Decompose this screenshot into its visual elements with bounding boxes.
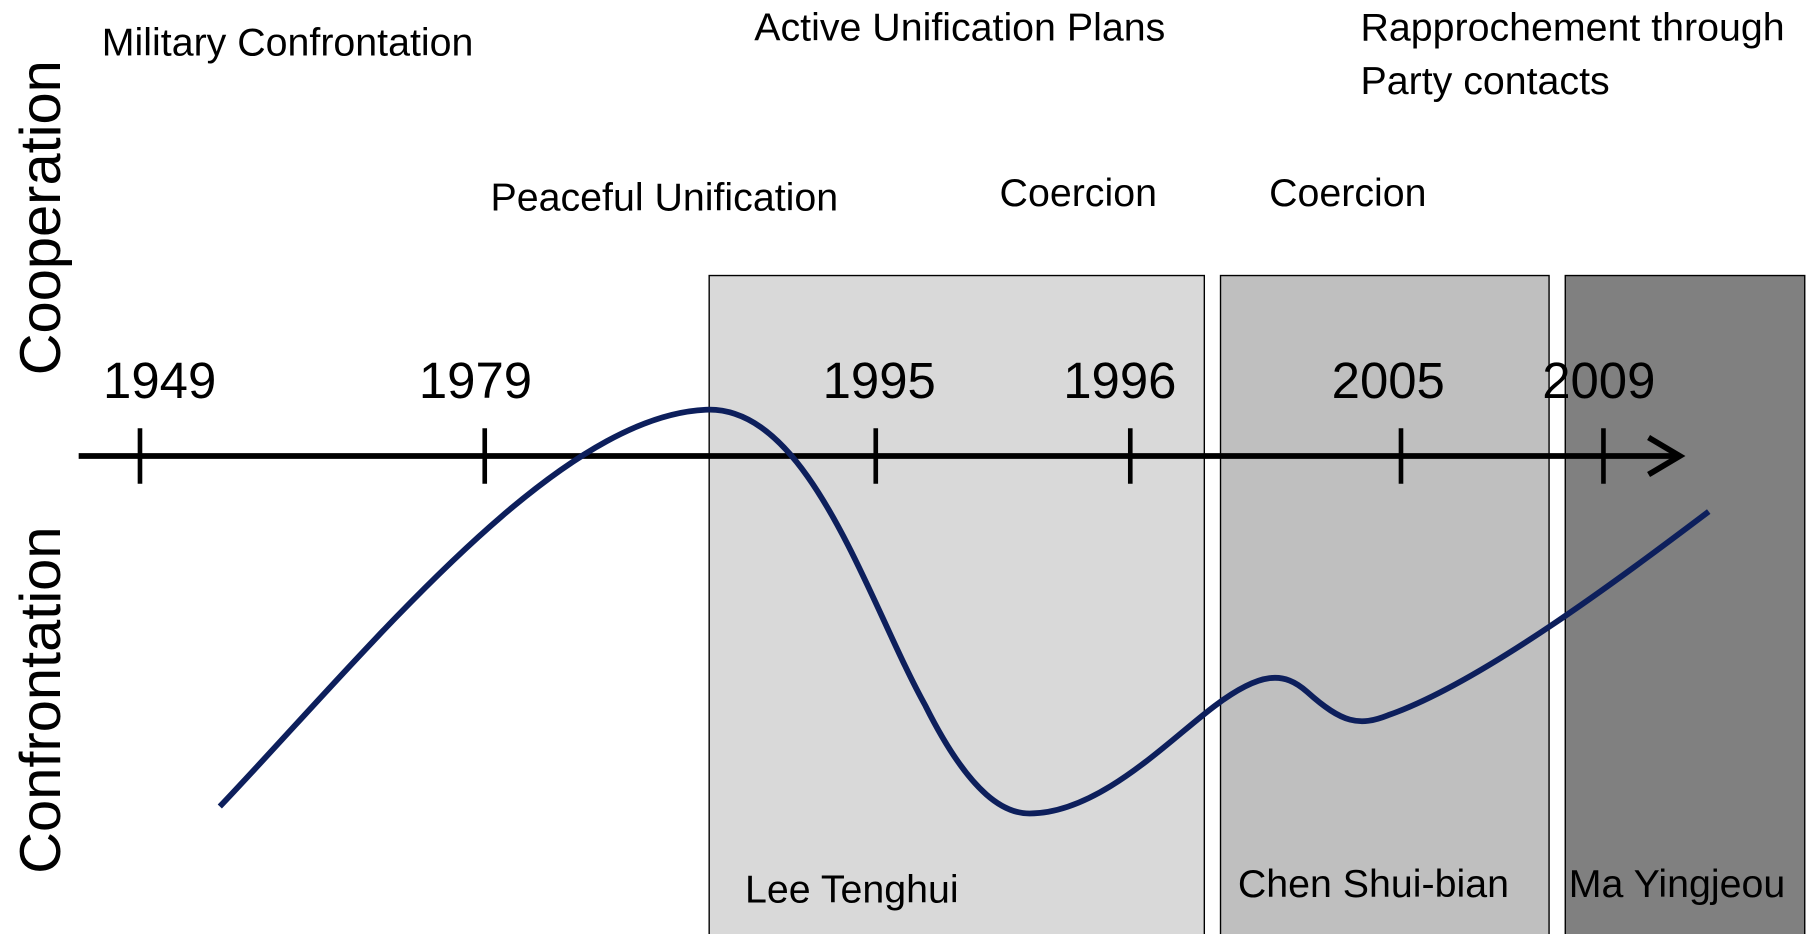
axis-label: Cooperation	[9, 60, 73, 375]
year-label: 2009	[1542, 352, 1655, 409]
phase-label: Coercion	[1000, 171, 1157, 215]
relation-curve	[217, 406, 1711, 817]
chen-era-box	[1219, 274, 1550, 934]
ticks	[137, 428, 1606, 484]
leader-label: Chen Shui-bian	[1238, 862, 1509, 906]
leader-label: Lee Tenghui	[745, 868, 959, 912]
phase-label: Rapprochement through	[1361, 6, 1785, 50]
ma-era-box	[1564, 274, 1806, 934]
axis-arrow	[1647, 435, 1686, 478]
leader-label: Ma Yingjeou	[1569, 862, 1785, 906]
year-label: 2005	[1332, 352, 1445, 409]
year-label: 1995	[823, 352, 936, 409]
phase-label: Peaceful Unification	[491, 176, 839, 220]
lee-era-box	[708, 274, 1206, 934]
phase-label: Coercion	[1269, 171, 1426, 215]
year-label: 1949	[103, 352, 216, 409]
phase-label: Military Confrontation	[102, 21, 474, 65]
year-label: 1996	[1063, 352, 1176, 409]
phase-label: Party contacts	[1361, 59, 1610, 103]
axis-label: Confrontation	[9, 527, 73, 874]
phase-label: Active Unification Plans	[754, 6, 1165, 50]
year-label: 1979	[419, 352, 532, 409]
